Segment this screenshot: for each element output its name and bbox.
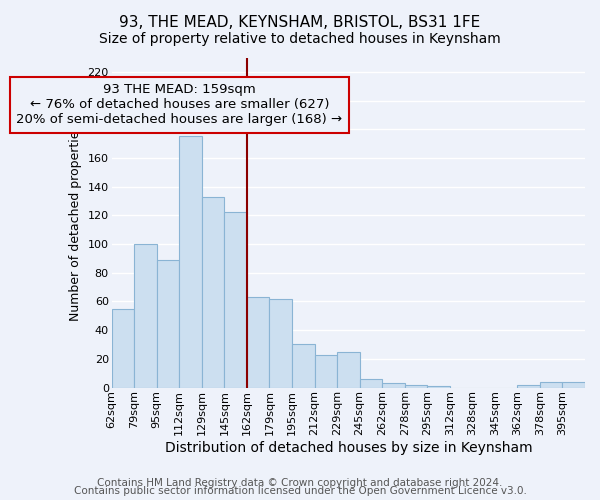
Text: 93, THE MEAD, KEYNSHAM, BRISTOL, BS31 1FE: 93, THE MEAD, KEYNSHAM, BRISTOL, BS31 1F… — [119, 15, 481, 30]
Bar — [247, 297, 269, 388]
Text: Contains HM Land Registry data © Crown copyright and database right 2024.: Contains HM Land Registry data © Crown c… — [97, 478, 503, 488]
Bar — [292, 344, 314, 388]
Bar — [382, 383, 404, 388]
Bar — [359, 379, 382, 388]
Y-axis label: Number of detached properties: Number of detached properties — [69, 124, 82, 321]
Text: Contains public sector information licensed under the Open Government Licence v3: Contains public sector information licen… — [74, 486, 526, 496]
Bar — [134, 244, 157, 388]
Bar — [427, 386, 450, 388]
X-axis label: Distribution of detached houses by size in Keynsham: Distribution of detached houses by size … — [164, 441, 532, 455]
Bar — [269, 298, 292, 388]
Bar — [112, 308, 134, 388]
Bar — [337, 352, 359, 388]
Bar — [202, 196, 224, 388]
Bar — [517, 384, 540, 388]
Bar — [179, 136, 202, 388]
Bar — [314, 354, 337, 388]
Bar — [540, 382, 562, 388]
Text: Size of property relative to detached houses in Keynsham: Size of property relative to detached ho… — [99, 32, 501, 46]
Bar — [157, 260, 179, 388]
Bar — [404, 384, 427, 388]
Bar — [562, 382, 585, 388]
Text: 93 THE MEAD: 159sqm
← 76% of detached houses are smaller (627)
20% of semi-detac: 93 THE MEAD: 159sqm ← 76% of detached ho… — [16, 84, 343, 126]
Bar — [224, 212, 247, 388]
